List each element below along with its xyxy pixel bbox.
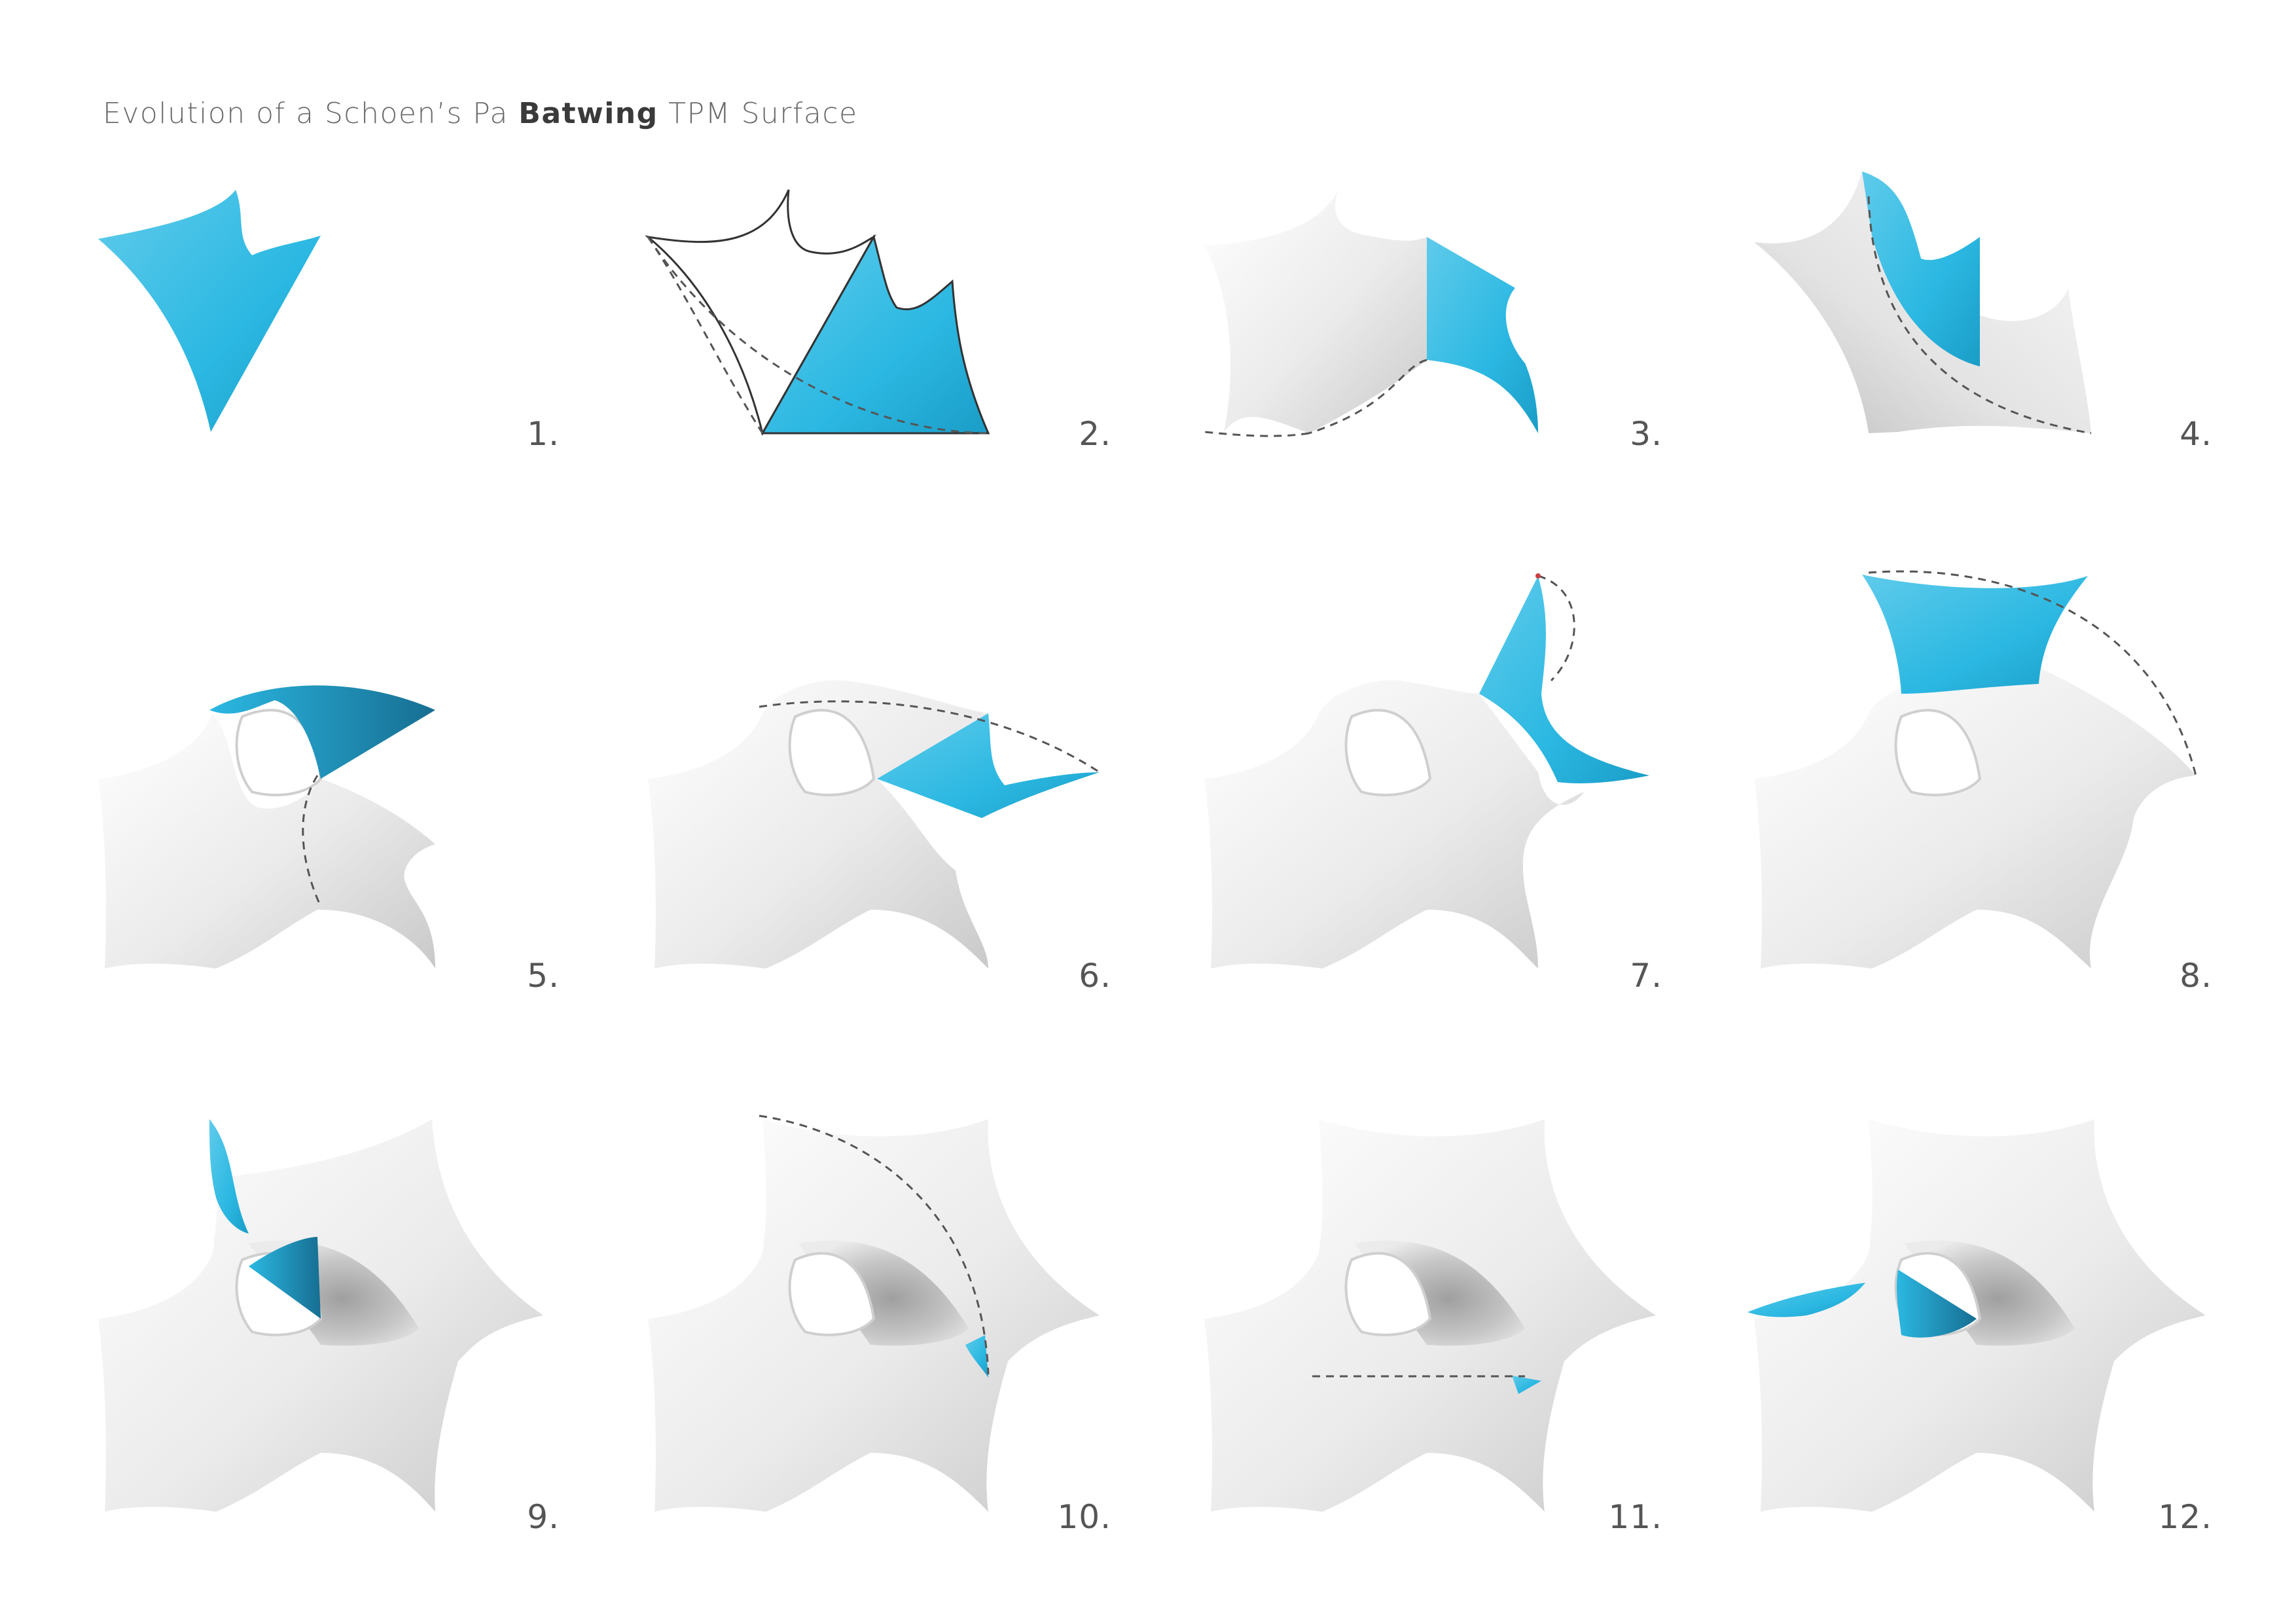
step-2-blue-patch (761, 234, 990, 435)
step-8-dashed-line (1868, 570, 2197, 776)
step-9-figure (98, 1119, 543, 1512)
step-4-dashed-line (1867, 196, 2092, 435)
step-8-grey-surface (1754, 668, 2196, 969)
step-12-blue-patch-inner (1896, 1270, 1977, 1338)
step-11-tunnel (1344, 1252, 1432, 1336)
step-5-tunnel (235, 709, 323, 796)
step-6-grey-surface (648, 680, 988, 969)
step-8-blue-patch (1862, 575, 2088, 694)
step-12-blue-patch-left (1748, 1283, 1865, 1317)
step-3-dashed-line (1204, 359, 1427, 437)
step-9-blue-patch-top (209, 1119, 249, 1234)
title-bold: Batwing (518, 97, 658, 130)
step-10-figure (648, 1115, 1100, 1512)
step-label-7: 7. (1630, 957, 1662, 995)
step-10-blue-patch (965, 1335, 988, 1378)
page-title: Evolution of a Schoen’s Pa Batwing TPM S… (103, 97, 858, 130)
step-10-tunnel (788, 1252, 876, 1336)
step-7-dashed-line (1537, 575, 1575, 682)
step-label-2: 2. (1079, 415, 1111, 453)
step-10-dashed-line (759, 1115, 990, 1375)
step-7-marker (1535, 573, 1541, 579)
step-2-figure (644, 189, 990, 437)
step-label-8: 8. (2179, 957, 2212, 995)
step-5-figure (98, 685, 435, 969)
step-6-figure (648, 680, 1100, 969)
step-6-blue-patch (877, 713, 1100, 818)
step-label-4: 4. (2179, 415, 2212, 453)
step-7-figure (1204, 573, 1649, 969)
title-prefix: Evolution of a Schoen’s Pa (103, 97, 509, 130)
step-label-6: 6. (1079, 957, 1111, 995)
step-label-9: 9. (527, 1498, 560, 1536)
step-5-blue-patch (209, 685, 435, 779)
step-2-dashed-line (647, 236, 989, 435)
step-11-figure (1204, 1119, 1656, 1512)
step-7-tunnel (1344, 709, 1432, 796)
step-7-grey-surface (1204, 680, 1584, 969)
step-label-5: 5. (527, 957, 560, 995)
step-8-tunnel (1894, 709, 1982, 796)
step-5-dashed-line (302, 775, 322, 907)
step-1-blue-patch (98, 190, 321, 432)
step-label-1: 1. (527, 415, 560, 453)
step-9-blue-patch-inner (249, 1237, 321, 1319)
step-5-grey-surface (98, 713, 435, 969)
title-suffix: TPM Surface (668, 97, 858, 130)
step-4-figure (1754, 171, 2092, 435)
step-3-grey-surface (1204, 190, 1427, 433)
step-11-blue-patch (1512, 1376, 1541, 1394)
step-labels: 1. 2. 3. 4. 5. 6. 7. 8. 9. 10. 11. 12. (527, 415, 2212, 1536)
step-6-tunnel (788, 709, 876, 796)
step-label-11: 11. (1608, 1498, 1662, 1536)
step-label-3: 3. (1630, 415, 1662, 453)
step-2-outline-patch (644, 189, 876, 437)
step-3-figure (1204, 190, 1538, 437)
step-12-figure (1748, 1119, 2206, 1512)
step-4-blue-patch (1862, 171, 1980, 366)
step-3-blue-patch (1427, 237, 1538, 433)
step-7-blue-patch (1479, 576, 1649, 783)
step-1-figure (98, 190, 321, 432)
step-label-10: 10. (1057, 1498, 1111, 1536)
step-8-figure (1754, 570, 2197, 969)
step-label-12: 12. (2158, 1498, 2212, 1536)
